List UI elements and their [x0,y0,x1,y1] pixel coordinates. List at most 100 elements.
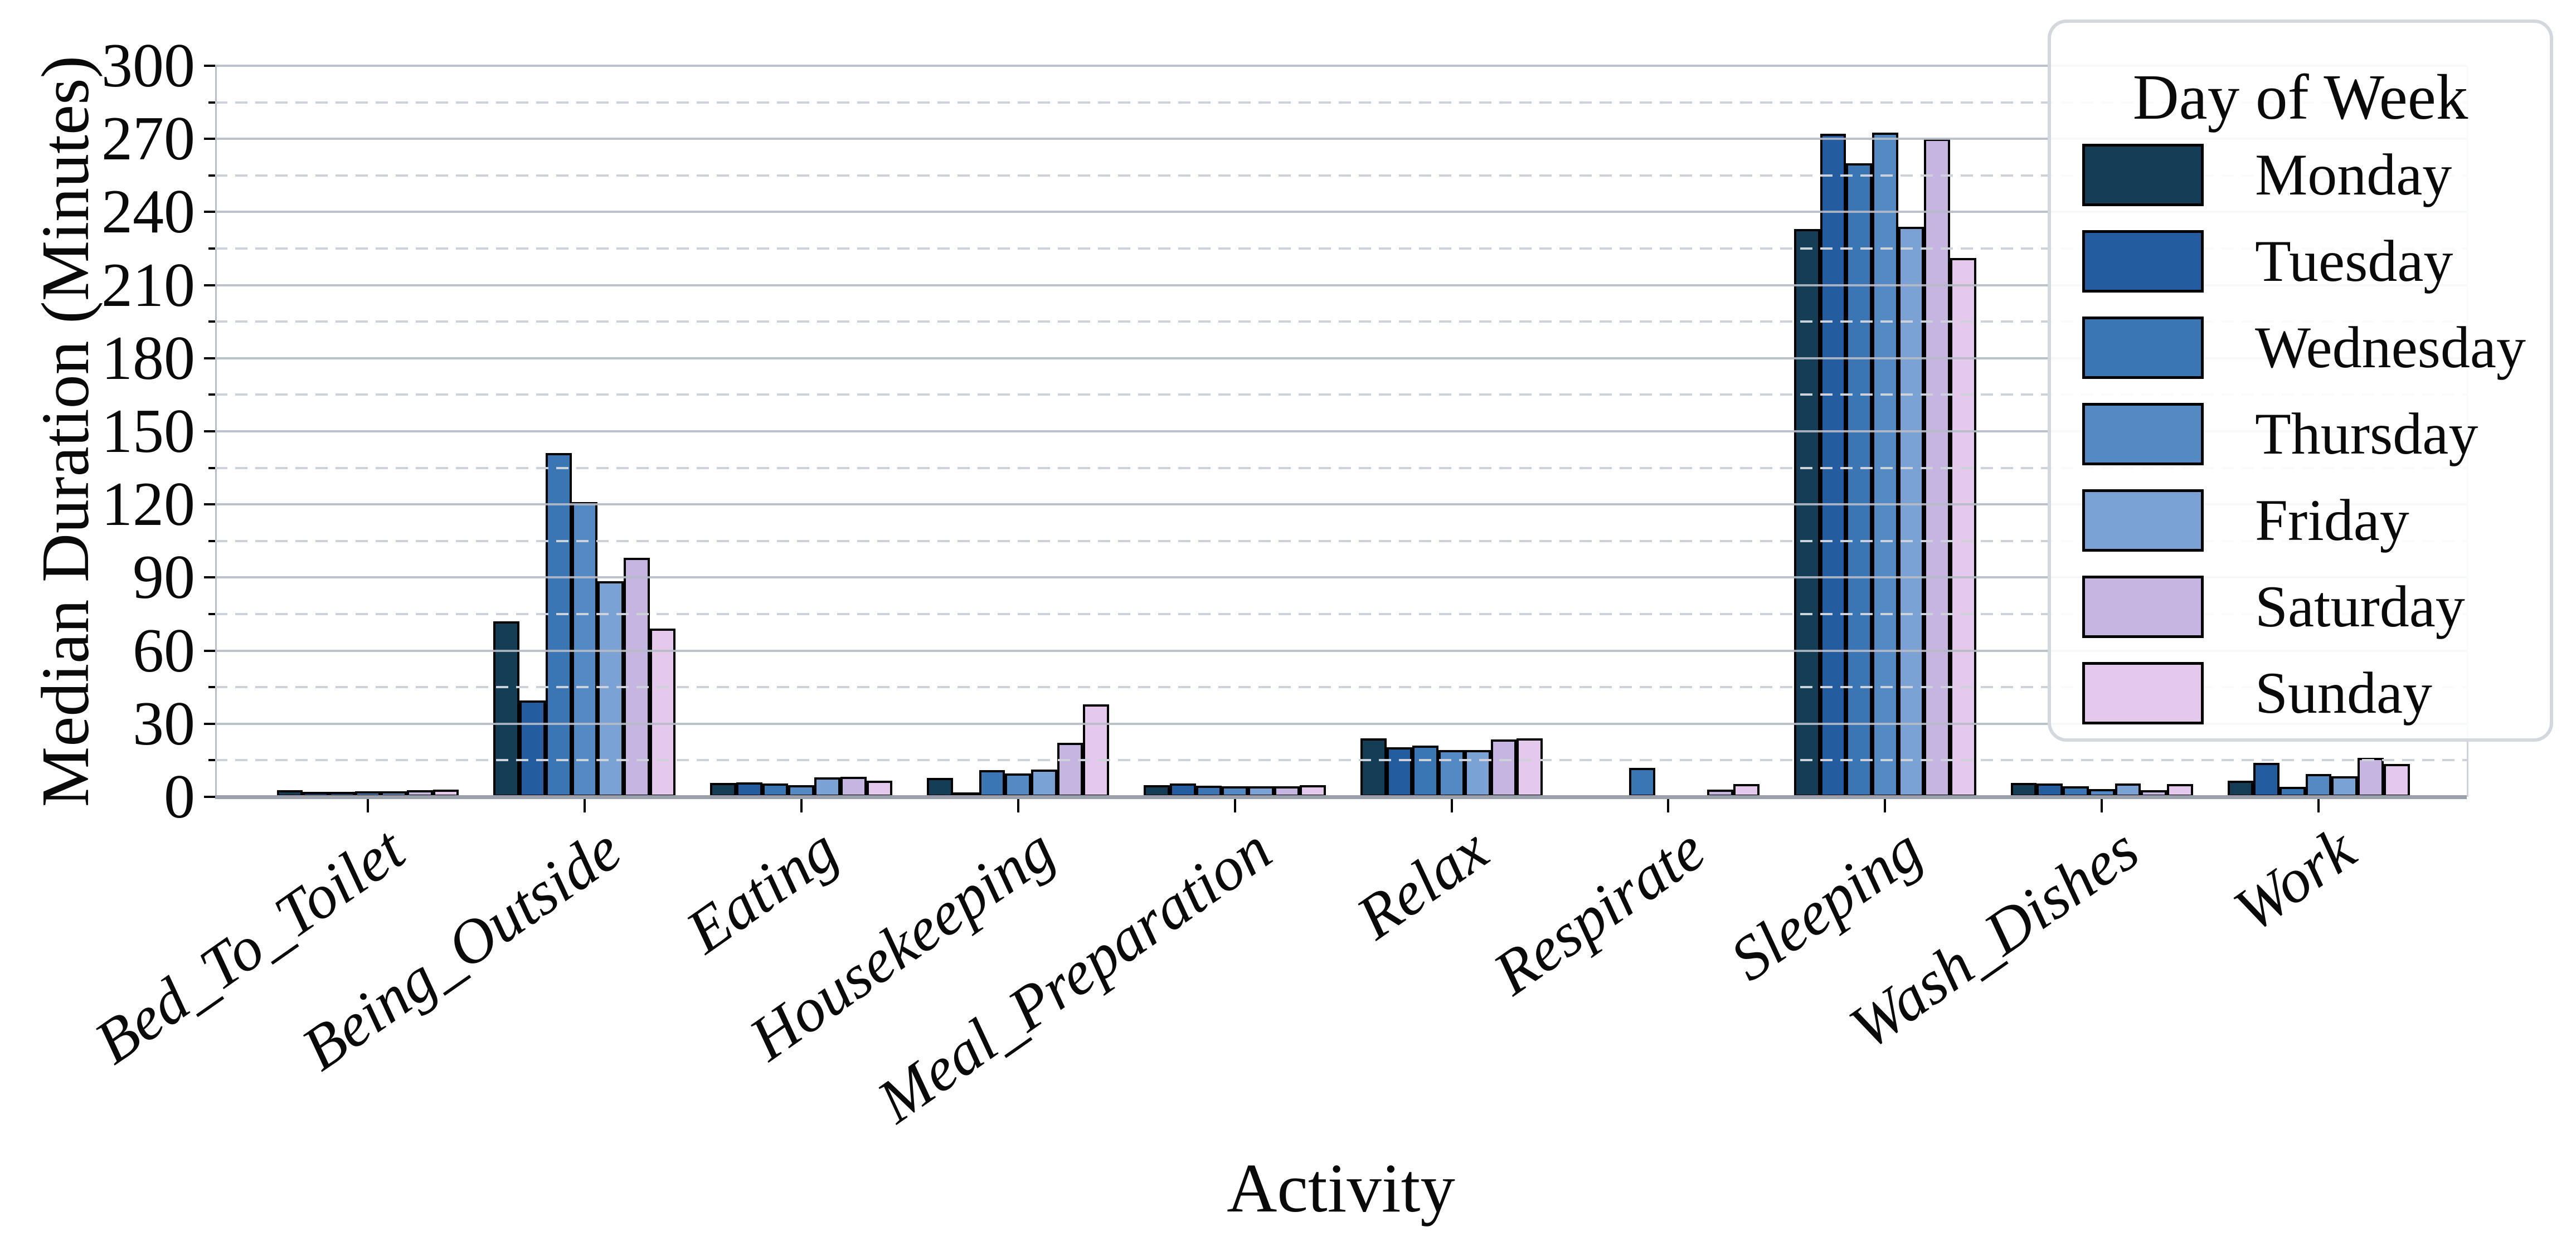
bar-Sleeping-Monday [1794,229,1820,797]
x-tick-Eating [800,799,803,812]
y-minor-tick-105 [208,539,215,542]
legend-swatch-Thursday [2082,402,2204,465]
y-major-tick-30 [204,722,215,725]
y-minor-tick-45 [208,686,215,689]
legend-item-Wednesday: Wednesday [2082,304,2526,391]
bar-Wash_Dishes-Monday [2010,783,2037,797]
bar-Relax-Saturday [1490,739,1517,797]
y-tick-label-300: 300 [101,31,195,100]
bar-Being_Outside-Sunday [649,629,676,797]
y-tick-label-150: 150 [101,397,195,466]
x-tick-Relax [1450,799,1453,812]
y-tick-label-90: 90 [133,543,195,612]
minor-gridline-285 [215,101,2467,104]
gridline-150 [215,430,2467,432]
y-major-tick-300 [204,65,215,67]
y-tick-label-60: 60 [133,616,195,685]
gridline-210 [215,284,2467,286]
x-tick-label-Eating: Eating [674,814,850,967]
legend-label-Friday: Friday [2255,487,2409,553]
bar-Housekeeping-Friday [1031,769,1057,797]
bar-Being_Outside-Monday [493,621,520,797]
y-tick-label-210: 210 [101,250,195,320]
legend-swatch-Tuesday [2082,230,2204,293]
y-major-tick-240 [204,211,215,213]
y-major-tick-180 [204,357,215,359]
bar-Being_Outside-Wednesday [545,453,572,797]
bar-Eating-Saturday [840,777,867,797]
y-major-tick-270 [204,138,215,140]
legend-swatch-Sunday [2082,661,2204,724]
y-tick-label-180: 180 [101,323,195,393]
minor-gridline-135 [215,466,2467,469]
minor-gridline-15 [215,759,2467,762]
minor-gridline-225 [215,247,2467,250]
gridline-270 [215,138,2467,140]
y-major-tick-0 [204,796,215,798]
bar-Work-Sunday [2383,763,2410,797]
y-minor-tick-225 [208,247,215,250]
minor-gridline-75 [215,613,2467,615]
x-tick-Meal_Preparation [1233,799,1236,812]
bar-Being_Outside-Tuesday [519,700,546,797]
legend-item-Thursday: Thursday [2082,391,2478,477]
bar-Work-Thursday [2305,774,2332,797]
legend-item-Monday: Monday [2082,132,2452,218]
x-tick-label-Work: Work [2222,814,2368,946]
y-major-tick-210 [204,284,215,286]
y-minor-tick-15 [208,759,215,762]
x-tick-Work [2317,799,2320,812]
legend-item-Friday: Friday [2082,477,2409,563]
y-minor-tick-255 [208,174,215,177]
x-axis-title: Activity [1227,1150,1455,1227]
bar-Work-Monday [2227,781,2254,797]
x-tick-Bed_To_Toilet [367,799,369,812]
y-minor-tick-195 [208,320,215,323]
bar-Work-Friday [2331,776,2358,797]
bar-Relax-Thursday [1438,750,1465,797]
bar-Work-Tuesday [2253,762,2280,797]
x-axis-baseline [215,795,2467,799]
bar-Sleeping-Sunday [1950,258,1976,797]
minor-gridline-195 [215,320,2467,323]
bar-Sleeping-Tuesday [1820,134,1846,797]
y-major-tick-120 [204,503,215,506]
legend-label-Sunday: Sunday [2255,660,2432,726]
bar-Eating-Monday [710,783,737,797]
bar-Relax-Monday [1360,738,1387,797]
minor-gridline-45 [215,686,2467,689]
bar-Relax-Friday [1464,750,1491,797]
legend-title: Day of Week [2132,62,2468,133]
bar-Being_Outside-Saturday [623,558,650,797]
legend-swatch-Monday [2082,143,2204,206]
minor-gridline-165 [215,393,2467,396]
x-tick-label-Meal_Preparation: Meal_Preparation [865,814,1284,1136]
gridline-120 [215,503,2467,506]
gridline-180 [215,357,2467,359]
x-tick-label-Relax: Relax [1344,814,1500,953]
x-tick-Being_Outside [583,799,586,812]
y-tick-label-30: 30 [133,689,195,758]
x-tick-Sleeping [1884,799,1887,812]
bar-Housekeeping-Saturday [1057,742,1083,797]
y-minor-tick-165 [208,393,215,396]
gridline-30 [215,722,2467,725]
legend-item-Saturday: Saturday [2082,563,2465,650]
gridline-90 [215,576,2467,579]
x-tick-Respirate [1667,799,1670,812]
legend-label-Saturday: Saturday [2255,573,2465,639]
legend-swatch-Wednesday [2082,316,2204,379]
bar-Relax-Sunday [1517,738,1543,797]
legend-label-Wednesday: Wednesday [2255,314,2526,380]
legend-swatch-Saturday [2082,575,2204,638]
legend-item-Sunday: Sunday [2082,650,2432,736]
bar-Housekeeping-Sunday [1083,704,1110,797]
legend-label-Monday: Monday [2255,142,2452,207]
x-tick-label-Respirate: Respirate [1481,814,1717,1009]
y-major-tick-60 [204,649,215,652]
gridline-60 [215,649,2467,652]
y-minor-tick-285 [208,101,215,104]
x-tick-Wash_Dishes [2101,799,2103,812]
bar-Eating-Sunday [866,780,893,797]
